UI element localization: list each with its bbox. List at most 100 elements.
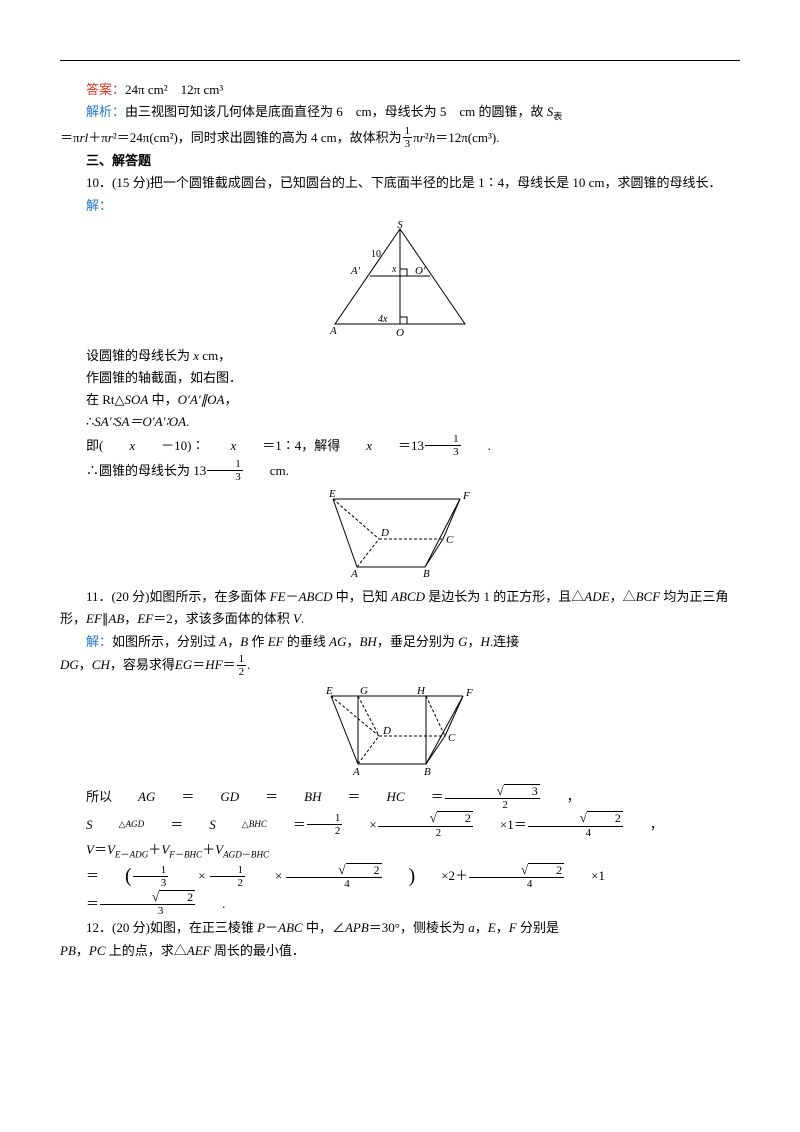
q11-eq4: ＝ <box>405 786 444 808</box>
frac-onethird: 13 <box>403 125 413 150</box>
f11b-G: G <box>360 685 368 697</box>
q11-s1j: BH <box>359 634 376 649</box>
num: 1 <box>403 125 413 137</box>
num: √2 <box>286 863 381 877</box>
q11-eq9: ＝ <box>60 893 99 915</box>
q11-eq7: ＝ <box>94 842 107 857</box>
q11-sg: ＝2，求该多面体的体积 <box>153 611 293 626</box>
f11b-D: D <box>382 725 391 737</box>
q11-sol5: V＝VE－ADG＋VF－BHC＋VAGD－BHC <box>60 839 740 863</box>
q11-eq3: ＝ <box>322 786 361 808</box>
q10-s5e: ＝1∶4，解得 <box>236 435 340 457</box>
q11-s1m: ， <box>467 634 480 649</box>
q12-PC: PC <box>89 943 106 958</box>
q10-s1a: 设圆锥的母线长为 <box>86 348 190 363</box>
q11-stem1: 11．(20 分)如图所示，在多面体 FE－ABCD 中，已知 ABCD 是边长… <box>60 586 740 630</box>
analysis-pre: 由三视图可知该几何体是底面直径为 6 cm，母线长为 5 cm 的圆锥，故 <box>125 104 547 119</box>
q10-s3a: 在 Rt△ <box>86 392 125 407</box>
q10-par: O′A′∥OA <box>178 392 225 407</box>
q11-BH: BH <box>278 786 321 808</box>
den: 3 <box>207 470 243 483</box>
den: 2 <box>210 876 246 889</box>
num: √2 <box>378 811 473 825</box>
q10-frac1: 13 <box>425 433 461 458</box>
a2-pre: ＝π <box>60 127 80 149</box>
figure-cone: S A′ O′ A O 10 x 4x <box>315 221 485 341</box>
num: √2 <box>469 863 564 877</box>
q12-stem2: PB，PC 上的点，求△AEF 周长的最小值． <box>60 940 740 962</box>
den: 3 <box>425 445 461 458</box>
q11-eq2: ＝ <box>239 786 278 808</box>
q11-sol3: 所以 AG＝GD＝BH＝HC＝ √3 2 ， <box>60 784 740 811</box>
q11-sub2: F <box>169 849 175 859</box>
q12-ABC: ABC <box>278 920 303 935</box>
q11-sub3: AGD <box>223 849 242 859</box>
q11-sub2b: BHC <box>184 849 202 859</box>
q11-AG: AG <box>112 786 155 808</box>
q11-s1i: ， <box>346 634 359 649</box>
section3-title: 三、解答题 <box>60 150 740 172</box>
q12-sb: 中，∠ <box>303 920 345 935</box>
q11-tr2: △ <box>242 819 249 829</box>
q10-s3: 在 Rt△SOA 中，O′A′∥OA， <box>60 389 740 411</box>
f11b-A: A <box>352 766 360 778</box>
q11-fr5: √24 <box>528 811 623 838</box>
q12-sc: ＝30°，侧棱长为 <box>369 920 468 935</box>
den: 4 <box>528 826 623 839</box>
q11-sol7: ＝ √23 . <box>60 890 740 917</box>
a2-plus: ＋π <box>88 127 108 149</box>
q10-s1b: cm， <box>199 348 231 363</box>
q12-l2f: 周长的最小值． <box>211 943 305 958</box>
q10-s5g: ＝13 <box>372 435 424 457</box>
rparen: ) <box>383 867 416 885</box>
q10-solve: 解： <box>60 195 740 217</box>
q10-s4b: . <box>186 414 189 429</box>
q11-solve-label: 解： <box>86 634 112 649</box>
figure-polyhedron-1: E F A B C D <box>315 487 485 582</box>
fig10-Ap: A′ <box>350 265 361 277</box>
q11-x1: × <box>343 814 376 836</box>
q12-AEF: AEF <box>187 943 211 958</box>
q10-s2: 作圆锥的轴截面，如右图． <box>60 367 740 389</box>
den: 3 <box>133 876 169 889</box>
q11-s2d: ，容易求得 <box>110 654 175 676</box>
f11b-F: F <box>465 687 473 699</box>
answer-text1: 24π cm² <box>125 82 168 97</box>
q11-sd: ，△ <box>610 589 636 604</box>
a2-mid4: ²＝24π(cm²)，同时求出圆锥的高为 4 cm，故体积为 <box>113 127 402 149</box>
q11-s2f: ＝ <box>192 654 205 676</box>
q10-s5: 即(x－10)∶x＝1∶4，解得 x＝13 13 . <box>60 433 740 458</box>
q11-sf: ， <box>124 611 137 626</box>
q10-s5a: 即( <box>60 435 103 457</box>
q10-s5h: . <box>462 435 491 457</box>
num: 1 <box>425 433 461 445</box>
q11-s4f: ×1＝ <box>474 814 527 836</box>
den: 2 <box>237 665 247 678</box>
den: 3 <box>100 904 195 917</box>
q11-BHC: BHC <box>249 819 267 829</box>
q11-HF: HF <box>205 654 222 676</box>
q11-DG: DG <box>60 654 79 676</box>
q12-stem: 12．(20 分)如图，在正三棱锥 P－ABC 中，∠APB＝30°，侧棱长为 … <box>60 917 740 939</box>
q11-sol2: DG，CH，容易求得 EG＝HF＝ 12 . <box>60 653 740 678</box>
q11-pl2: ＋ <box>202 842 215 857</box>
num: 1 <box>210 864 246 876</box>
q11-sol4: S△AGD＝S△BHC＝ 12 × √22 ×1＝ √24 ， <box>60 811 740 838</box>
q11-V2: V <box>107 842 115 857</box>
q10-s5f: x <box>340 435 372 457</box>
fig10-O: O <box>396 327 404 339</box>
num: 1 <box>133 864 169 876</box>
q10-ratio: SA′∶SA＝O′A′∶OA <box>94 414 186 429</box>
answer-line: 答案：24π cm² 12π cm³ <box>60 79 740 101</box>
q11-EF: EF <box>86 611 102 626</box>
q11-sa: 11．(20 分)如图所示，在多面体 <box>86 589 270 604</box>
den: 4 <box>286 877 381 890</box>
q11-ABCD: ABCD <box>299 589 333 604</box>
q12-P: P <box>257 920 265 935</box>
f11b-C: C <box>448 732 456 744</box>
q12-sa: 12．(20 分)如图，在正三棱锥 <box>86 920 257 935</box>
q11-s2i: . <box>247 654 250 676</box>
num: 1 <box>307 812 343 824</box>
q11-sol1: 解：如图所示，分别过 A，B 作 EF 的垂线 AG，BH，垂足分别为 G，H.… <box>60 631 740 653</box>
q11-V: V <box>293 611 301 626</box>
